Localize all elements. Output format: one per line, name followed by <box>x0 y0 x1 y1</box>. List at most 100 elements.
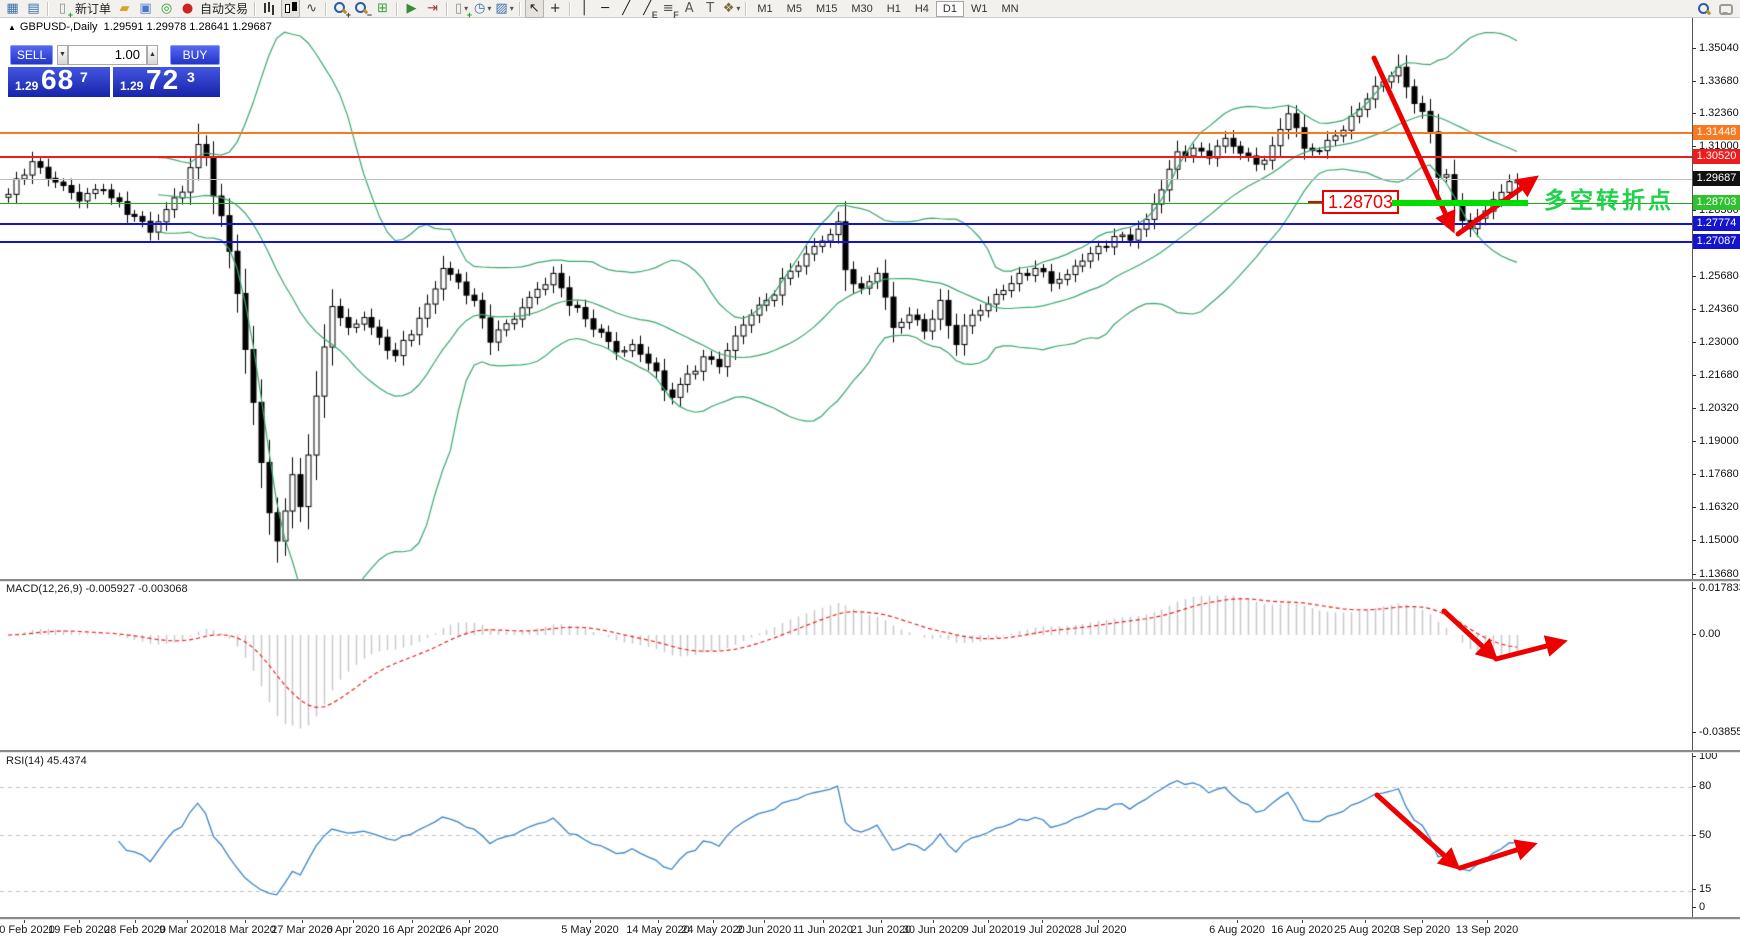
support-line-1.28703[interactable] <box>0 203 1692 204</box>
date-tick <box>1422 919 1423 923</box>
tile-windows-icon[interactable]: ⊞ <box>377 1 388 16</box>
toolbar-separator <box>446 1 449 16</box>
timeframe-button-h4[interactable]: H4 <box>914 2 929 15</box>
buy-price-display[interactable]: 1.29 72 3 <box>113 64 220 97</box>
support-line-1.27087[interactable] <box>0 241 1692 243</box>
macd-pane-canvas[interactable] <box>0 582 1692 750</box>
indicators-icon[interactable]: ▯ + ▾ <box>454 1 473 20</box>
vertical-line-icon[interactable]: │ <box>580 1 589 16</box>
data-window-icon[interactable]: ▤ <box>27 1 40 16</box>
periods-icon[interactable]: ◷ ▾ <box>474 1 492 16</box>
fibonacci-icon[interactable]: ≡ F <box>662 1 679 20</box>
date-tick <box>1302 919 1303 923</box>
collapse-triangle-icon[interactable]: ▲ <box>8 23 16 32</box>
main-chart-canvas[interactable] <box>0 18 1692 579</box>
periods-icon-caret[interactable]: ▾ <box>487 4 492 13</box>
date-tick <box>135 919 136 923</box>
price-tick-1.32360: 1.32360 <box>1692 107 1740 121</box>
date-label: 19 Feb 2020 <box>48 924 110 936</box>
sell-price-display[interactable]: 1.29 68 7 <box>8 64 110 97</box>
price-tick-1.17680: 1.17680 <box>1692 468 1740 482</box>
date-label: 21 Jun 2020 <box>850 924 912 936</box>
resistance-line-1.31448[interactable] <box>0 132 1692 134</box>
community-chat-icon[interactable] <box>1716 0 1735 19</box>
autotrading-icon-label[interactable]: 自动交易 <box>200 2 249 16</box>
new-order-icon[interactable]: ▯ + <box>58 1 73 20</box>
timeframe-button-w1[interactable]: W1 <box>970 2 988 15</box>
indicator-tick-0.017833: 0.017833 <box>1692 582 1740 596</box>
indicators-icon-caret[interactable]: ▾ <box>464 4 469 13</box>
date-label: 28 Feb 2020 <box>104 924 166 936</box>
timeframe-button-d1[interactable]: D1 <box>935 0 964 17</box>
indicator-tick--0.038559: -0.038559 <box>1692 726 1740 740</box>
green-trend-segment[interactable] <box>1392 200 1528 206</box>
date-label: 14 May 2020 <box>626 924 690 936</box>
label-icon[interactable]: T <box>706 1 715 16</box>
chart-shift-icon[interactable]: ⇥ <box>427 1 438 16</box>
volume-input[interactable]: 1.00 <box>68 45 147 65</box>
price-callout-label[interactable]: 1.28703 <box>1322 190 1399 214</box>
date-label: 18 Mar 2020 <box>214 924 276 936</box>
toolbar-separator <box>47 1 49 16</box>
toolbar-right-icons <box>1694 0 1736 18</box>
timeframe-button-h1[interactable]: H1 <box>886 2 901 15</box>
search-icon[interactable] <box>1695 0 1714 19</box>
zoom-in-icon[interactable]: + <box>331 0 351 20</box>
new-order-icon-label[interactable]: 新订单 <box>75 2 112 16</box>
toolbar-separator <box>396 1 399 16</box>
price-tick-1.20320: 1.20320 <box>1692 402 1740 416</box>
arrows-icon-caret[interactable]: ▾ <box>736 4 741 13</box>
macd-rsi-divider[interactable] <box>0 750 1740 753</box>
market-watch-icon[interactable]: ▦ <box>6 1 19 16</box>
indicator-tick-0.00: 0.00 <box>1692 628 1740 642</box>
bar-chart-icon[interactable] <box>260 0 279 18</box>
timeframe-button-m15[interactable]: M15 <box>815 2 838 15</box>
cursor-icon[interactable]: ↖ <box>524 0 544 18</box>
templates-icon-caret[interactable]: ▾ <box>509 4 514 13</box>
resistance-line-1.30520[interactable] <box>0 156 1692 158</box>
current-price-line[interactable] <box>0 179 1692 180</box>
history-center-icon[interactable]: ▰ <box>119 1 130 16</box>
volume-decrease-button[interactable]: ▼ <box>57 45 68 65</box>
indicator-tick-80: 80 <box>1692 780 1740 794</box>
support-line-1.27774[interactable] <box>0 223 1692 225</box>
date-tick <box>1365 919 1366 923</box>
date-tick <box>1237 919 1238 923</box>
date-label: 27 Mar 2020 <box>271 924 333 936</box>
turning-point-annotation[interactable]: 多空转折点 <box>1544 187 1674 213</box>
timeframe-button-mn[interactable]: MN <box>1001 2 1019 15</box>
date-label: 3 Sep 2020 <box>1393 924 1451 936</box>
date-label: 16 Aug 2020 <box>1271 924 1333 936</box>
line-chart-icon[interactable]: ∿ <box>306 1 317 16</box>
sell-button[interactable]: SELL <box>10 45 53 65</box>
autotrading-icon[interactable]: ● <box>181 1 194 16</box>
zoom-out-icon[interactable]: − <box>352 0 372 20</box>
date-tick <box>1487 919 1488 923</box>
rsi-pane-canvas[interactable] <box>0 753 1692 917</box>
open-terminal-icon[interactable]: ▣ <box>139 1 152 16</box>
date-tick <box>469 919 470 923</box>
timeframe-button-m5[interactable]: M5 <box>786 2 802 15</box>
trendline-icon[interactable]: ╱ <box>622 1 631 16</box>
timeframe-button-m30[interactable]: M30 <box>851 2 873 15</box>
text-icon[interactable]: A <box>684 1 694 16</box>
templates-icon[interactable]: ▨ ▾ <box>495 1 514 16</box>
date-label: 13 Sep 2020 <box>1455 924 1519 936</box>
auto-scroll-icon[interactable]: ▶ <box>406 1 417 16</box>
main-macd-divider[interactable] <box>0 579 1740 582</box>
crosshair-icon[interactable]: + <box>549 1 561 16</box>
macd-values: -0.005927 -0.003068 <box>85 583 188 595</box>
horizontal-line-icon[interactable]: ─ <box>601 1 610 16</box>
buy-button[interactable]: BUY <box>170 45 220 65</box>
date-label: 30 Jun 2020 <box>902 924 964 936</box>
price-tick-1.23000: 1.23000 <box>1692 336 1740 350</box>
price-tick-1.21680: 1.21680 <box>1692 369 1740 383</box>
arrows-icon[interactable]: ❖ ▾ <box>722 1 741 16</box>
date-tick <box>881 919 882 923</box>
candlestick-chart-icon[interactable] <box>281 0 301 18</box>
volume-increase-button[interactable]: ▲ <box>147 45 158 65</box>
signals-icon[interactable]: ◎ <box>160 1 173 16</box>
channel-icon[interactable]: ╱ E <box>643 1 658 20</box>
date-tick <box>412 919 413 923</box>
timeframe-button-m1[interactable]: M1 <box>757 2 773 15</box>
